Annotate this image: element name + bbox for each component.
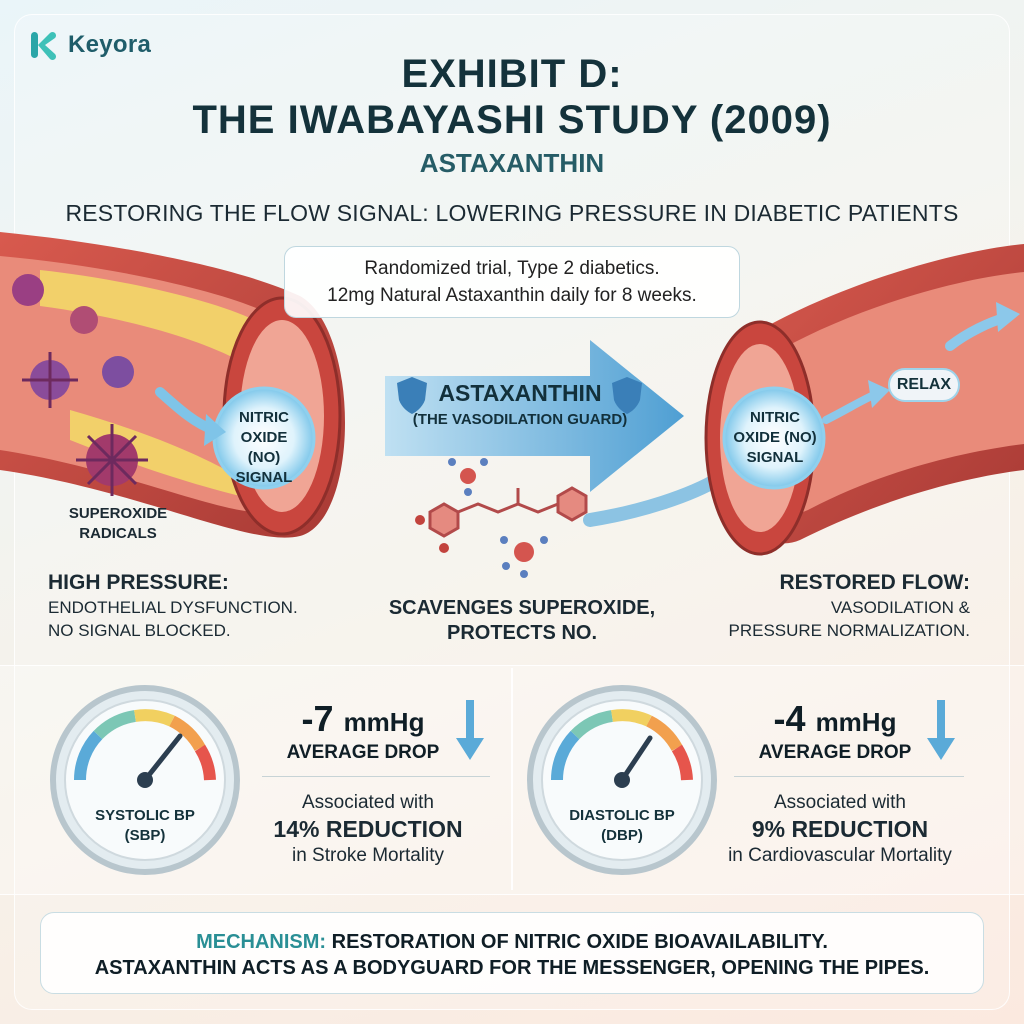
brand-name: Keyora bbox=[68, 31, 152, 58]
diastolic-separator bbox=[734, 776, 964, 777]
systolic-separator bbox=[262, 776, 490, 777]
compound-title: ASTAXANTHIN bbox=[419, 148, 605, 178]
systolic-assoc-text: Associated with bbox=[301, 792, 434, 813]
mechanism-line-2: ASTAXANTHIN ACTS AS A BODYGUARD FOR THE … bbox=[94, 957, 930, 979]
systolic-gauge-line-1: SYSTOLIC BP bbox=[95, 807, 195, 824]
right-no-bubble bbox=[722, 386, 826, 490]
left-no-label: NITRIC OXIDE (NO) SIGNAL bbox=[224, 408, 304, 488]
guard-action-2: PROTECTS NO. bbox=[446, 622, 597, 644]
systolic-gauge-label: SYSTOLIC BP (SBP) bbox=[85, 806, 205, 846]
systolic-unit: mmHg bbox=[343, 707, 425, 737]
diastolic-gauge-line-2: (DBP) bbox=[601, 827, 643, 844]
study-title: THE IWABAYASHI STUDY (2009) bbox=[192, 98, 832, 142]
systolic-association: Associated with 14% REDUCTION in Stroke … bbox=[248, 790, 488, 868]
shield-icon bbox=[397, 377, 642, 414]
diastolic-gauge-label: DIASTOLIC BP (DBP) bbox=[557, 806, 687, 846]
astaxanthin-molecule bbox=[428, 486, 588, 538]
systolic-drop-value: -7 mmHg bbox=[258, 698, 468, 740]
diastolic-drop: -4 mmHg AVERAGE DROP bbox=[732, 698, 938, 764]
diastolic-assoc-text: Associated with bbox=[773, 792, 906, 813]
high-pressure-desc-1: ENDOTHELIAL DYSFUNCTION. bbox=[48, 598, 298, 617]
guard-action-caption: SCAVENGES SUPEROXIDE, PROTECTS NO. bbox=[372, 596, 672, 646]
mechanism-box: MECHANISM: RESTORATION OF NITRIC OXIDE B… bbox=[40, 912, 984, 994]
relax-bubble: RELAX bbox=[888, 368, 960, 402]
right-no-label: NITRIC OXIDE (NO) SIGNAL bbox=[730, 408, 820, 468]
diastolic-drop-value: -4 mmHg bbox=[732, 698, 938, 740]
guard-subtitle: (THE VASODILATION GUARD) bbox=[412, 411, 628, 428]
superoxide-radicals bbox=[12, 274, 148, 496]
radicals-line-2: RADICALS bbox=[79, 525, 157, 542]
stats-divider bbox=[511, 668, 513, 890]
systolic-gauge-line-2: (SBP) bbox=[124, 827, 166, 844]
restored-flow-desc-2: PRESSURE NORMALIZATION. bbox=[728, 621, 971, 640]
molecule-atoms bbox=[415, 468, 534, 562]
diastolic-reduction: 9% REDUCTION bbox=[751, 816, 929, 842]
diastolic-drop-label: AVERAGE DROP bbox=[758, 742, 912, 763]
restored-flow-heading: RESTORED FLOW: bbox=[779, 571, 970, 594]
systolic-reduction: 14% REDUCTION bbox=[273, 816, 463, 842]
mechanism-text-1: RESTORATION OF NITRIC OXIDE BIOAVAILABIL… bbox=[331, 931, 828, 953]
restored-flow-desc-1: VASODILATION & bbox=[830, 598, 970, 617]
left-no-line-1: NITRIC bbox=[239, 409, 289, 426]
trial-line-2: 12mg Natural Astaxanthin daily for 8 wee… bbox=[327, 285, 697, 306]
systolic-value: -7 bbox=[301, 698, 334, 739]
right-no-line-1: NITRIC bbox=[750, 409, 800, 426]
radicals-line-1: SUPEROXIDE bbox=[68, 505, 168, 522]
mechanism-line-1: MECHANISM: RESTORATION OF NITRIC OXIDE B… bbox=[41, 929, 983, 955]
high-pressure-desc-2: NO SIGNAL BLOCKED. bbox=[48, 621, 231, 640]
diastolic-outcome: in Cardiovascular Mortality bbox=[728, 845, 952, 866]
high-pressure-caption: HIGH PRESSURE: ENDOTHELIAL DYSFUNCTION. … bbox=[48, 570, 298, 642]
high-pressure-heading: HIGH PRESSURE: bbox=[48, 571, 229, 594]
trial-description: Randomized trial, Type 2 diabetics. 12mg… bbox=[284, 246, 740, 318]
k-logo-icon bbox=[31, 31, 57, 61]
trial-line-1: Randomized trial, Type 2 diabetics. bbox=[364, 258, 660, 279]
left-no-line-3: SIGNAL bbox=[235, 469, 293, 486]
guard-action-1: SCAVENGES SUPEROXIDE, bbox=[388, 597, 656, 619]
diastolic-value: -4 bbox=[773, 698, 806, 739]
diastolic-unit: mmHg bbox=[815, 707, 897, 737]
flow-arrow bbox=[583, 471, 727, 527]
right-no-line-3: SIGNAL bbox=[746, 449, 804, 466]
superoxide-label: SUPEROXIDE RADICALS bbox=[48, 504, 188, 544]
restored-flow-caption: RESTORED FLOW: VASODILATION & PRESSURE N… bbox=[660, 570, 971, 642]
mechanism-key: MECHANISM: bbox=[196, 931, 327, 953]
page-subtitle: RESTORING THE FLOW SIGNAL: LOWERING PRES… bbox=[65, 200, 959, 226]
guard-name: ASTAXANTHIN bbox=[438, 380, 602, 406]
right-no-line-2: OXIDE (NO) bbox=[733, 429, 817, 446]
brand-logo[interactable]: Keyora bbox=[26, 28, 151, 62]
systolic-outcome: in Stroke Mortality bbox=[291, 845, 445, 866]
left-no-line-2: OXIDE (NO) bbox=[240, 429, 288, 466]
systolic-drop-label: AVERAGE DROP bbox=[286, 742, 440, 763]
guard-label: ASTAXANTHIN (THE VASODILATION GUARD) bbox=[384, 380, 656, 428]
systolic-drop: -7 mmHg AVERAGE DROP bbox=[258, 698, 468, 764]
vasodilation-arrow bbox=[385, 340, 684, 492]
diastolic-association: Associated with 9% REDUCTION in Cardiova… bbox=[702, 790, 978, 868]
illustration bbox=[0, 232, 1024, 578]
exhibit-title: EXHIBIT D: bbox=[401, 52, 623, 96]
diastolic-gauge-line-1: DIASTOLIC BP bbox=[569, 807, 675, 824]
